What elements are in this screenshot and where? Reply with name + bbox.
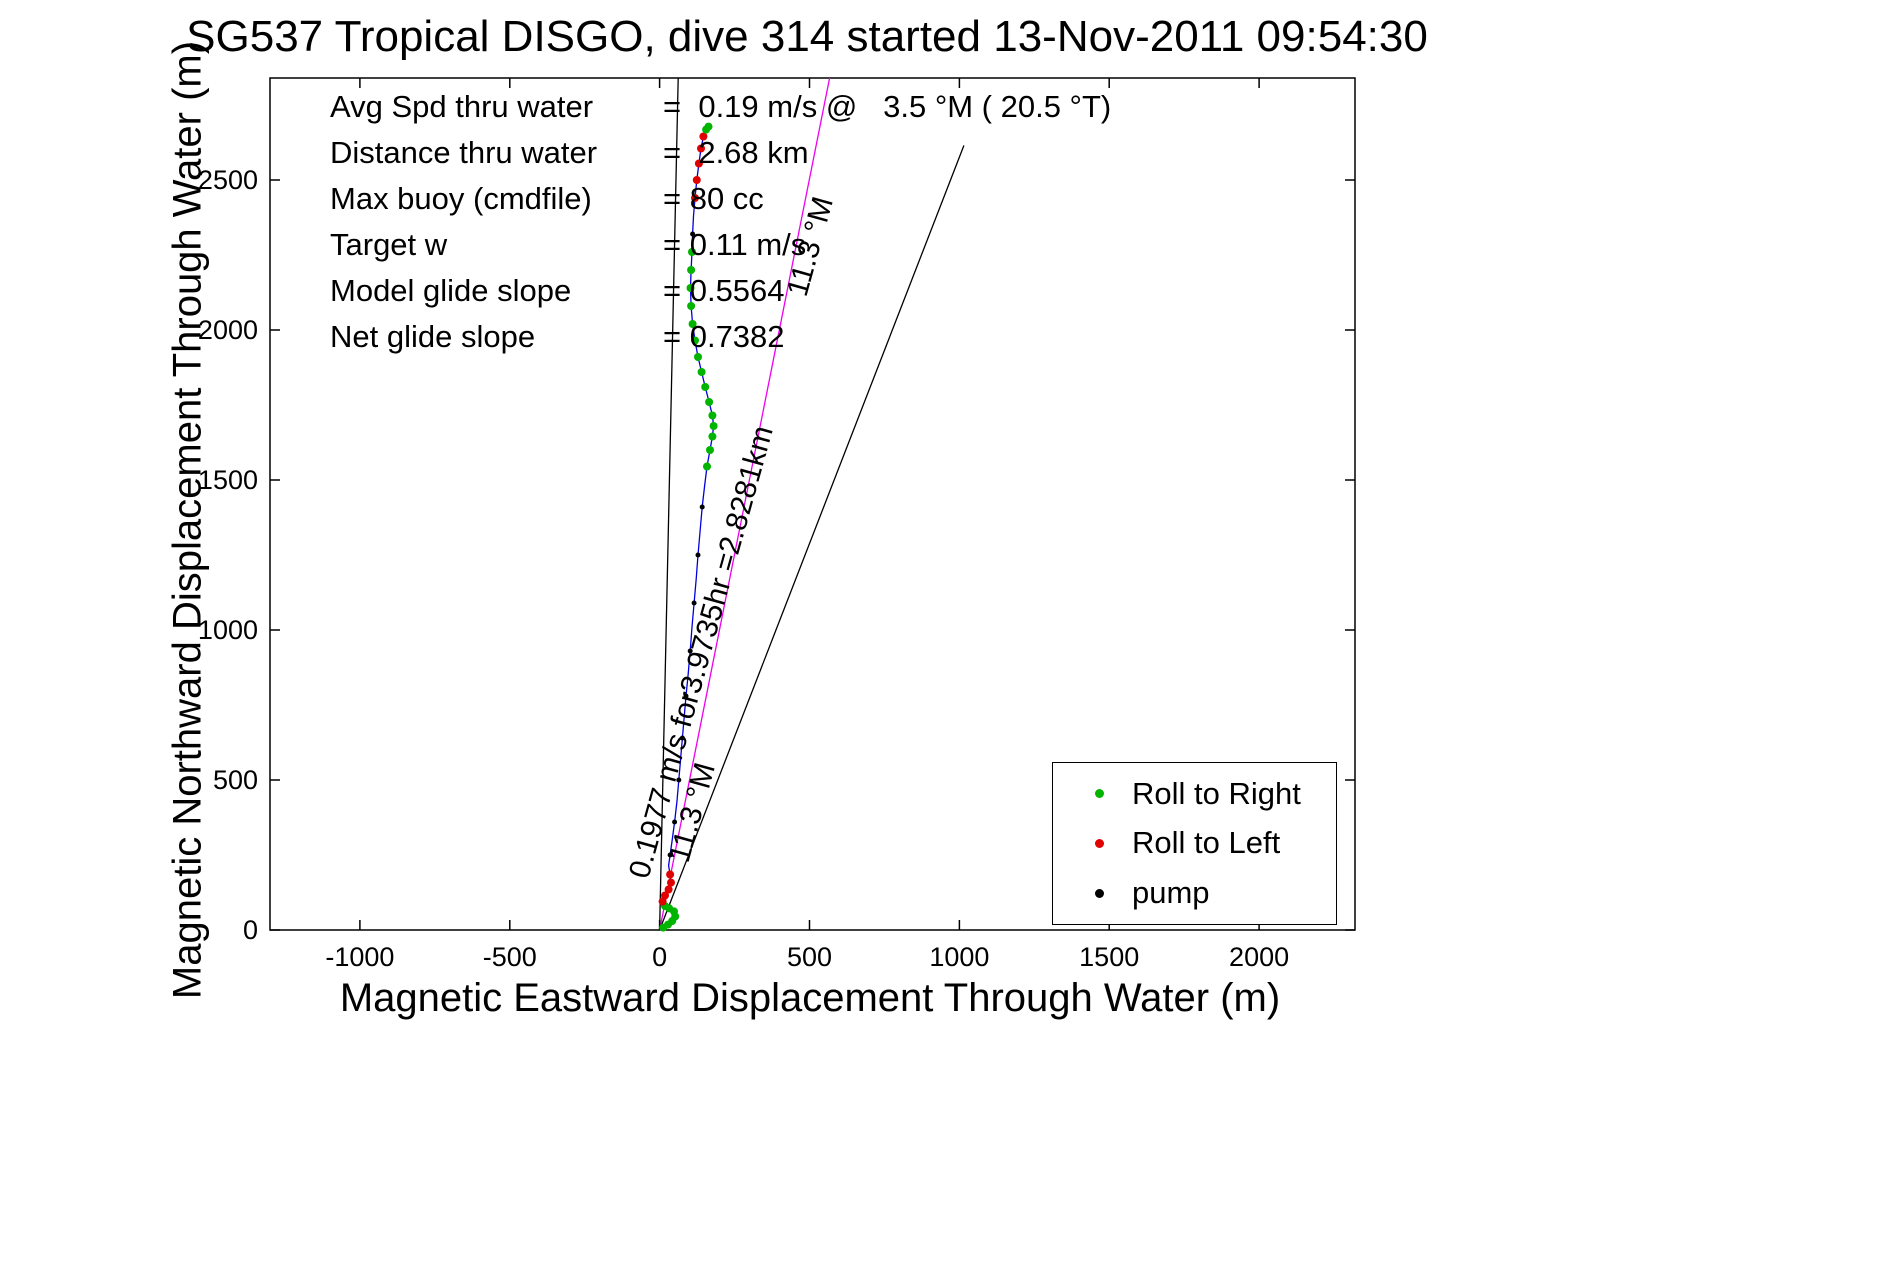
roll-left-marker (694, 159, 703, 168)
legend-entry-roll-to-right: Roll to Right (1053, 776, 1336, 812)
pump-marker (672, 819, 678, 825)
legend-label: pump (1132, 875, 1210, 911)
y-tick-label: 0 (243, 915, 258, 945)
roll-right-marker (691, 336, 699, 345)
x-tick-label: 0 (652, 942, 667, 972)
roll-right-marker (688, 320, 697, 328)
info-row-avg-speed: Avg Spd thru water = 0.19 m/s @ 3.5 °M ( … (330, 84, 1111, 130)
roll-left-marker (697, 144, 705, 153)
roll-left-marker (667, 878, 675, 887)
roll-right-marker (701, 383, 710, 391)
legend-entry-roll-to-left: Roll to Left (1053, 825, 1336, 861)
info-value: = 80 cc (663, 181, 764, 216)
roll-right-marker-icon (1095, 789, 1104, 799)
roll-right-marker (708, 411, 717, 420)
roll-right-marker (686, 284, 695, 292)
north-reference-line (658, 77, 679, 931)
roll-left-marker (664, 885, 673, 894)
roll-right-marker (687, 302, 696, 310)
info-row-target-w: Target w = 0.11 m/s (330, 222, 1111, 268)
x-axis-label: Magnetic Eastward Displacement Through W… (339, 976, 1281, 1020)
x-tick-label: -500 (483, 942, 537, 972)
true-bearing-line-20-5-deg-T (658, 145, 965, 931)
y-axis-label: Magnetic Northward Displacement Through … (165, 40, 210, 1000)
pump-marker (679, 735, 685, 741)
legend-label: Roll to Right (1132, 775, 1301, 811)
y-tick-label: 500 (213, 765, 258, 795)
x-tick-label: 2000 (1229, 942, 1289, 972)
x-tick-label: 1000 (929, 942, 989, 972)
legend-label: Roll to Left (1132, 825, 1281, 861)
x-tick-label: 500 (787, 942, 832, 972)
pump-marker-icon (1095, 888, 1104, 898)
info-value: = 2.68 km (663, 135, 809, 170)
roll-left-marker (661, 891, 669, 900)
y-tick-label: 1000 (198, 615, 258, 645)
roll-left-marker (658, 897, 667, 906)
roll-right-marker (704, 122, 713, 131)
x-tick-label: -1000 (325, 942, 394, 972)
info-row-model-glide-slope: Model glide slope = 0.5564 (330, 268, 1111, 314)
pump-marker (690, 231, 696, 237)
info-label: Max buoy (cmdfile) (330, 181, 592, 216)
pump-marker (695, 552, 701, 558)
info-label: Avg Spd thru water (330, 89, 594, 124)
y-tick-label: 2500 (198, 165, 258, 195)
pump-marker (691, 600, 697, 606)
y-tick-label: 1500 (198, 465, 258, 495)
roll-right-marker (706, 446, 714, 454)
roll-left-marker (692, 176, 701, 184)
info-row-max-buoy: Max buoy (cmdfile) = 80 cc (330, 176, 1111, 222)
roll-left-marker-icon (1095, 838, 1104, 848)
roll-left-marker (666, 870, 675, 879)
pump-marker (676, 777, 682, 783)
roll-right-marker (694, 353, 702, 361)
roll-right-marker (709, 422, 718, 430)
pump-marker (687, 648, 693, 654)
info-label: Target w (330, 227, 448, 262)
info-value: = 0.5564 (663, 273, 785, 308)
roll-right-marker (708, 432, 717, 441)
pump-marker (699, 504, 705, 510)
y-tick-label: 2000 (198, 315, 258, 345)
pump-marker (683, 693, 689, 699)
desired-course-line-11-3-deg-M (658, 77, 831, 931)
info-value: = 0.7382 (663, 319, 785, 354)
info-value: = 0.19 m/s @ 3.5 °M ( 20.5 °T) (663, 89, 1112, 124)
info-row-distance: Distance thru water = 2.68 km (330, 130, 1111, 176)
legend-entry-pump: pump (1053, 875, 1336, 911)
info-label: Model glide slope (330, 273, 572, 308)
roll-right-marker (688, 248, 696, 256)
pump-marker (667, 852, 673, 858)
info-value: = 0.11 m/s (663, 227, 807, 262)
roll-right-marker (703, 462, 711, 471)
roll-right-marker (705, 398, 714, 406)
legend: Roll to Right Roll to Left pump (1052, 762, 1337, 925)
x-tick-label: 1500 (1079, 942, 1139, 972)
roll-right-marker (687, 266, 696, 274)
roll-left-marker (691, 194, 699, 202)
dive-info-block: Avg Spd thru water = 0.19 m/s @ 3.5 °M ( … (330, 84, 1111, 360)
info-label: Distance thru water (330, 135, 598, 170)
info-label: Net glide slope (330, 319, 536, 354)
chart-title: SG537 Tropical DISGO, dive 314 started 1… (186, 12, 1428, 61)
roll-right-marker (697, 368, 706, 376)
info-row-net-glide-slope: Net glide slope = 0.7382 (330, 314, 1111, 360)
roll-left-marker (699, 132, 708, 141)
